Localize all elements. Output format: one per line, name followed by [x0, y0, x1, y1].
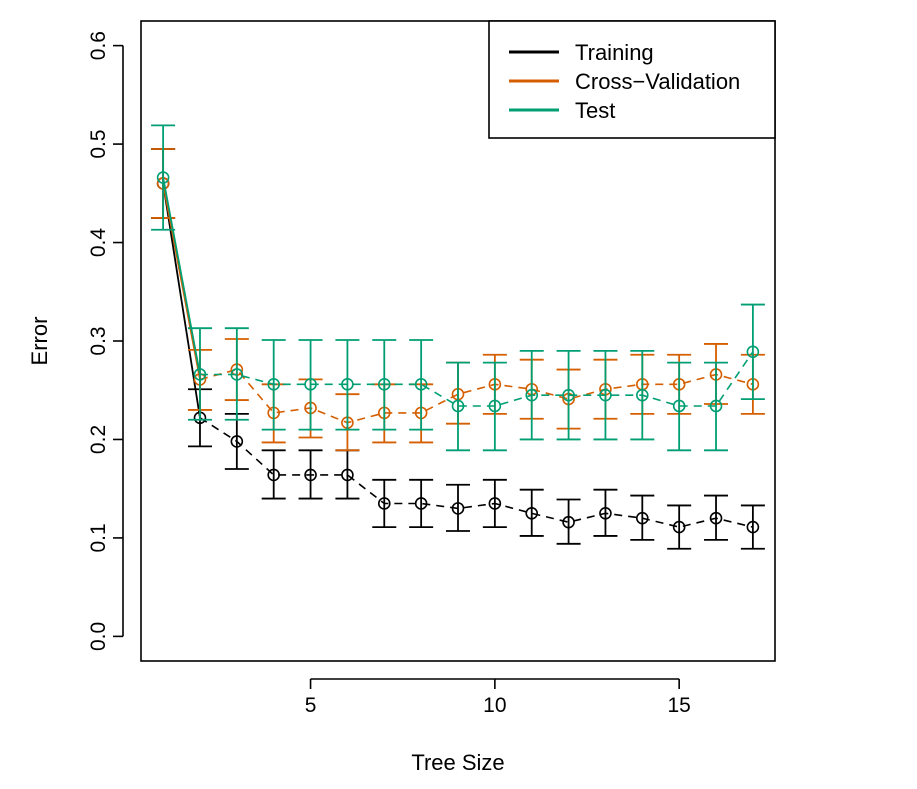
point-test-5	[305, 379, 316, 390]
point-test-17	[747, 346, 758, 357]
point-training-9	[453, 503, 464, 514]
point-test-8	[416, 379, 427, 390]
point-test-15	[674, 400, 685, 411]
point-test-7	[379, 379, 390, 390]
point-test-14	[637, 390, 648, 401]
x-axis: 5 10 15	[305, 679, 691, 717]
point-test-3	[231, 369, 242, 380]
series-test	[151, 125, 765, 450]
point-test-16	[711, 400, 722, 411]
x-axis-title: Tree Size	[411, 750, 504, 775]
x-tick-label-0: 5	[305, 694, 317, 717]
point-test-4	[268, 379, 279, 390]
y-axis: 0.0 0.1 0.2 0.3 0.4 0.5 0.6	[87, 31, 123, 651]
point-training-14	[637, 513, 648, 524]
point-training-10	[489, 498, 500, 509]
legend-label-2: Test	[575, 98, 615, 123]
legend: Training Cross−Validation Test	[489, 21, 775, 138]
point-test-11	[526, 390, 537, 401]
point-training-5	[305, 469, 316, 480]
series-layer	[151, 125, 765, 548]
legend-label-0: Training	[575, 40, 654, 65]
point-training-11	[526, 508, 537, 519]
series-test-line-initial	[163, 178, 200, 375]
point-training-17	[747, 522, 758, 533]
point-training-4	[268, 469, 279, 480]
x-tick-label-1: 10	[483, 694, 506, 717]
series-training	[151, 149, 765, 549]
y-axis-title: Error	[27, 317, 52, 366]
point-test-1	[158, 172, 169, 183]
point-training-15	[674, 522, 685, 533]
y-tick-label-0: 0.0	[87, 622, 110, 651]
point-test-13	[600, 390, 611, 401]
y-tick-label-4: 0.4	[87, 228, 110, 258]
y-tick-label-1: 0.1	[87, 523, 110, 552]
point-training-12	[563, 517, 574, 528]
y-tick-label-6: 0.6	[87, 31, 110, 60]
point-test-9	[453, 400, 464, 411]
x-tick-label-2: 15	[667, 694, 690, 717]
y-tick-label-5: 0.5	[87, 129, 110, 158]
series-training-line	[200, 418, 753, 527]
point-training-13	[600, 508, 611, 519]
point-training-6	[342, 469, 353, 480]
point-test-2	[194, 369, 205, 380]
point-training-3	[231, 436, 242, 447]
y-tick-label-2: 0.2	[87, 425, 110, 454]
legend-label-1: Cross−Validation	[575, 69, 740, 94]
point-training-8	[416, 498, 427, 509]
point-training-7	[379, 498, 390, 509]
point-training-16	[711, 513, 722, 524]
series-test-line	[200, 352, 753, 406]
y-tick-label-3: 0.3	[87, 326, 110, 355]
point-test-10	[489, 400, 500, 411]
point-test-6	[342, 379, 353, 390]
point-test-12	[563, 390, 574, 401]
